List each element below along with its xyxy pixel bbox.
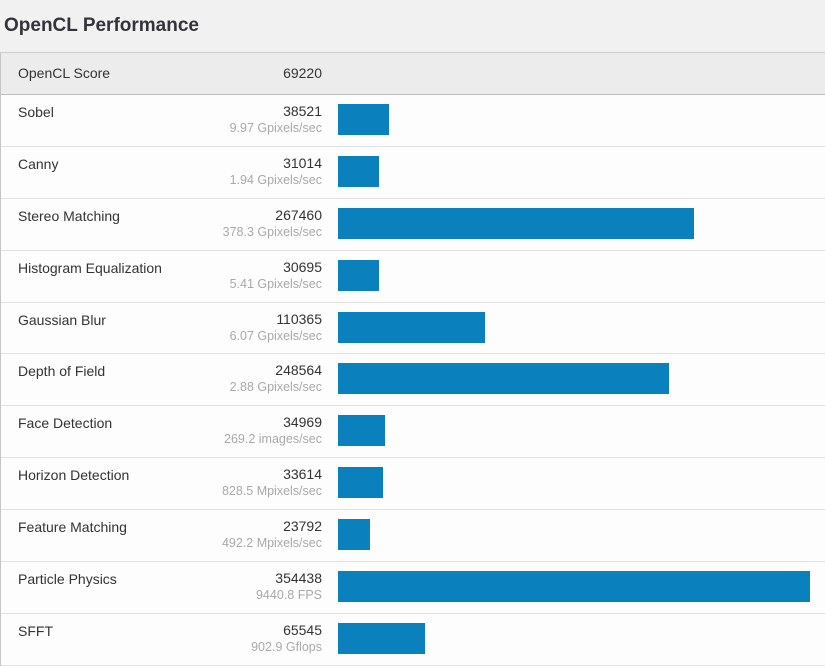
benchmark-rate: 902.9 Gflops <box>251 639 322 654</box>
benchmark-name: Stereo Matching <box>18 207 120 224</box>
benchmark-rate: 9.97 Gpixels/sec <box>229 121 322 135</box>
benchmark-bar <box>338 155 380 187</box>
benchmark-rate: 378.3 Gpixels/sec <box>222 224 322 239</box>
benchmark-rate: 828.5 Mpixels/sec <box>221 484 322 499</box>
benchmark-score: 38521 <box>283 103 322 119</box>
benchmark-score-block: 23792 492.2 Mpixels/sec <box>1 518 322 551</box>
benchmark-row: SFFT 65545 902.9 Gflops <box>1 613 825 666</box>
benchmark-row: Face Detection 34969 269.2 images/sec <box>1 406 825 459</box>
benchmark-name: Face Detection <box>18 415 113 432</box>
page-title: OpenCL Performance <box>4 15 199 36</box>
benchmark-score: 267460 <box>275 206 322 223</box>
benchmark-score: 23792 <box>283 518 322 535</box>
benchmark-score-block: 267460 378.3 Gpixels/sec <box>1 207 322 240</box>
benchmark-bar <box>338 519 370 551</box>
benchmark-bar <box>338 622 426 654</box>
benchmark-row: Canny 31014 1.94 Gpixels/sec <box>1 146 825 199</box>
benchmark-bar <box>338 104 390 135</box>
benchmark-row: Sobel 38521 9.97 Gpixels/sec <box>1 95 825 147</box>
benchmark-row: Depth of Field 248564 2.88 Gpixels/sec <box>1 354 825 407</box>
benchmark-name: Histogram Equalization <box>18 259 162 276</box>
benchmark-rate: 5.41 Gpixels/sec <box>229 276 322 291</box>
benchmark-bar <box>338 259 379 291</box>
benchmark-score: 354438 <box>275 570 322 587</box>
benchmark-score: 30695 <box>283 258 322 275</box>
benchmark-score: 34969 <box>283 414 322 431</box>
benchmark-table: OpenCL Score 69220 Sobel 38521 9.97 Gpix… <box>0 52 825 666</box>
benchmark-name: Sobel <box>18 104 54 120</box>
benchmark-score-block: 354438 9440.8 FPS <box>1 570 322 603</box>
benchmark-row: Histogram Equalization 30695 5.41 Gpixel… <box>1 250 825 303</box>
benchmark-score: 248564 <box>275 362 322 379</box>
benchmark-score-block: 248564 2.88 Gpixels/sec <box>1 362 322 395</box>
benchmark-name: Gaussian Blur <box>18 311 106 328</box>
score-label: OpenCL Score <box>18 65 111 81</box>
benchmark-bar <box>338 207 695 239</box>
score-value: 69220 <box>283 65 322 81</box>
benchmark-rate: 2.88 Gpixels/sec <box>229 380 322 395</box>
benchmark-bar <box>338 467 383 499</box>
benchmark-score: 33614 <box>283 466 322 483</box>
benchmark-score-block: 65545 902.9 Gflops <box>1 622 322 655</box>
benchmark-score-block: 33614 828.5 Mpixels/sec <box>1 466 322 499</box>
benchmark-score: 65545 <box>283 621 322 638</box>
benchmark-bar <box>338 363 669 395</box>
benchmark-row: Stereo Matching 267460 378.3 Gpixels/sec <box>1 198 825 251</box>
benchmark-name: SFFT <box>18 622 53 639</box>
benchmark-name: Particle Physics <box>18 571 117 588</box>
benchmark-name: Horizon Detection <box>18 467 130 484</box>
benchmark-row: Gaussian Blur 110365 6.07 Gpixels/sec <box>1 302 825 355</box>
benchmark-bar <box>338 415 385 447</box>
benchmark-score-block: 30695 5.41 Gpixels/sec <box>1 259 322 292</box>
benchmark-rate: 492.2 Mpixels/sec <box>221 536 322 551</box>
benchmark-bar <box>338 311 485 343</box>
benchmark-name: Depth of Field <box>18 363 106 380</box>
benchmark-row: Feature Matching 23792 492.2 Mpixels/sec <box>1 510 825 563</box>
benchmark-score: 31014 <box>283 154 322 171</box>
benchmark-rate: 269.2 images/sec <box>224 432 322 447</box>
benchmark-rate: 9440.8 FPS <box>255 588 322 603</box>
benchmark-score: 110365 <box>276 310 322 327</box>
benchmark-score-block: 34969 269.2 images/sec <box>1 414 322 447</box>
benchmark-row: Horizon Detection 33614 828.5 Mpixels/se… <box>1 458 825 511</box>
score-row: OpenCL Score 69220 <box>1 53 825 95</box>
benchmark-rate: 6.07 Gpixels/sec <box>229 328 322 343</box>
benchmark-score-block: 38521 9.97 Gpixels/sec <box>1 103 322 136</box>
benchmark-bar <box>338 571 810 603</box>
benchmark-rate: 1.94 Gpixels/sec <box>229 172 322 187</box>
benchmark-row: Particle Physics 354438 9440.8 FPS <box>1 562 825 614</box>
benchmark-score-block: 110365 6.07 Gpixels/sec <box>1 311 322 344</box>
benchmark-name: Feature Matching <box>18 519 127 536</box>
benchmark-score-block: 31014 1.94 Gpixels/sec <box>1 155 322 188</box>
benchmark-rows: Sobel 38521 9.97 Gpixels/sec Canny 31014… <box>1 95 825 666</box>
benchmark-name: Canny <box>18 155 59 172</box>
